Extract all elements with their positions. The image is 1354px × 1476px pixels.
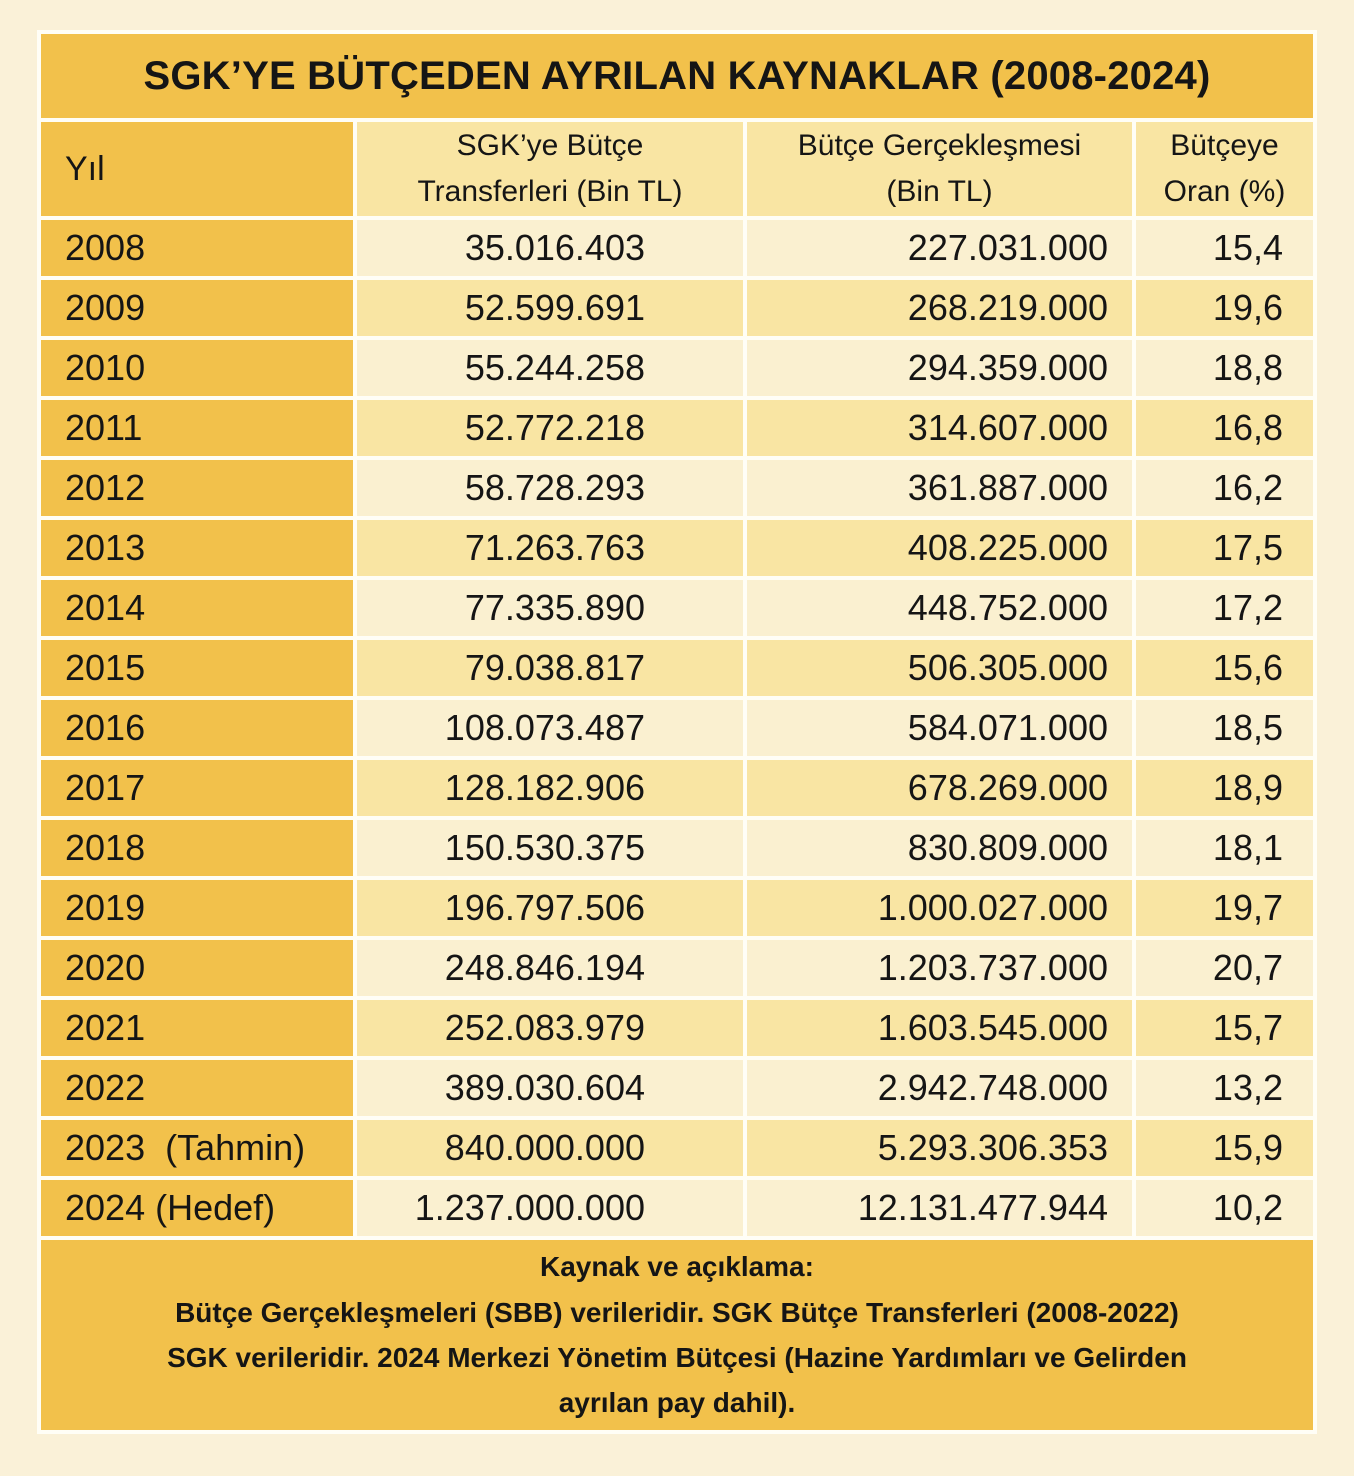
transfer-cell: 79.038.817 [357,640,743,696]
table-row: 2015 79.038.817 506.305.000 15,6 [41,640,1313,696]
footer-note: Kaynak ve açıklama: Bütçe Gerçekleşmeler… [41,1240,1313,1430]
realization-cell: 448.752.000 [747,580,1132,636]
table-row: 2022 389.030.604 2.942.748.000 13,2 [41,1060,1313,1116]
realization-cell: 2.942.748.000 [747,1060,1132,1116]
ratio-cell: 15,4 [1136,220,1313,276]
page-title: SGK’YE BÜTÇEDEN AYRILAN KAYNAKLAR (2008-… [41,34,1313,118]
realization-cell: 268.219.000 [747,280,1132,336]
transfer-cell: 1.237.000.000 [357,1180,743,1236]
table-row: 2011 52.772.218 314.607.000 16,8 [41,400,1313,456]
table-row: 2018 150.530.375 830.809.000 18,1 [41,820,1313,876]
transfer-cell: 77.335.890 [357,580,743,636]
year-cell: 2008 [41,220,353,276]
realization-cell: 5.293.306.353 [747,1120,1132,1176]
year-cell: 2021 [41,1000,353,1056]
transfer-cell: 150.530.375 [357,820,743,876]
ratio-cell: 15,6 [1136,640,1313,696]
year-cell: 2019 [41,880,353,936]
ratio-cell: 16,8 [1136,400,1313,456]
ratio-cell: 19,7 [1136,880,1313,936]
header-ratio: Bütçeye Oran (%) [1136,122,1313,216]
transfer-cell: 52.599.691 [357,280,743,336]
year-cell: 2017 [41,760,353,816]
year-cell: 2009 [41,280,353,336]
realization-cell: 314.607.000 [747,400,1132,456]
transfer-cell: 252.083.979 [357,1000,743,1056]
ratio-cell: 20,7 [1136,940,1313,996]
ratio-cell: 10,2 [1136,1180,1313,1236]
table-row: 2020 248.846.194 1.203.737.000 20,7 [41,940,1313,996]
ratio-cell: 18,5 [1136,700,1313,756]
header-realization: Bütçe Gerçekleşmesi (Bin TL) [747,122,1132,216]
header-year: Yıl [41,122,353,216]
table-row: 2016 108.073.487 584.071.000 18,5 [41,700,1313,756]
year-cell: 2010 [41,340,353,396]
transfer-cell: 52.772.218 [357,400,743,456]
ratio-cell: 17,2 [1136,580,1313,636]
realization-cell: 1.203.737.000 [747,940,1132,996]
realization-cell: 408.225.000 [747,520,1132,576]
ratio-cell: 16,2 [1136,460,1313,516]
realization-cell: 830.809.000 [747,820,1132,876]
transfer-cell: 55.244.258 [357,340,743,396]
realization-cell: 506.305.000 [747,640,1132,696]
year-cell: 2016 [41,700,353,756]
transfer-cell: 35.016.403 [357,220,743,276]
table-row: 2013 71.263.763 408.225.000 17,5 [41,520,1313,576]
table-row: 2024 (Hedef) 1.237.000.000 12.131.477.94… [41,1180,1313,1236]
year-cell: 2020 [41,940,353,996]
year-cell: 2018 [41,820,353,876]
table-body: 2008 35.016.403 227.031.000 15,4 2009 52… [41,220,1313,1236]
header-transfers: SGK’ye Bütçe Transferleri (Bin TL) [357,122,743,216]
realization-cell: 584.071.000 [747,700,1132,756]
table-header-row: Yıl SGK’ye Bütçe Transferleri (Bin TL) B… [41,122,1313,216]
table-row: 2019 196.797.506 1.000.027.000 19,7 [41,880,1313,936]
ratio-cell: 17,5 [1136,520,1313,576]
budget-table: SGK’YE BÜTÇEDEN AYRILAN KAYNAKLAR (2008-… [37,30,1317,1434]
table-row: 2012 58.728.293 361.887.000 16,2 [41,460,1313,516]
table-row: 2023 (Tahmin) 840.000.000 5.293.306.353 … [41,1120,1313,1176]
ratio-cell: 18,9 [1136,760,1313,816]
transfer-cell: 248.846.194 [357,940,743,996]
transfer-cell: 128.182.906 [357,760,743,816]
realization-cell: 1.603.545.000 [747,1000,1132,1056]
table-row: 2008 35.016.403 227.031.000 15,4 [41,220,1313,276]
realization-cell: 294.359.000 [747,340,1132,396]
year-cell: 2023 (Tahmin) [41,1120,353,1176]
year-cell: 2013 [41,520,353,576]
ratio-cell: 18,1 [1136,820,1313,876]
year-cell: 2022 [41,1060,353,1116]
table-row: 2017 128.182.906 678.269.000 18,9 [41,760,1313,816]
realization-cell: 12.131.477.944 [747,1180,1132,1236]
transfer-cell: 840.000.000 [357,1120,743,1176]
transfer-cell: 71.263.763 [357,520,743,576]
table-row: 2009 52.599.691 268.219.000 19,6 [41,280,1313,336]
table-row: 2021 252.083.979 1.603.545.000 15,7 [41,1000,1313,1056]
ratio-cell: 15,9 [1136,1120,1313,1176]
year-cell: 2024 (Hedef) [41,1180,353,1236]
ratio-cell: 15,7 [1136,1000,1313,1056]
year-cell: 2014 [41,580,353,636]
transfer-cell: 58.728.293 [357,460,743,516]
table-row: 2010 55.244.258 294.359.000 18,8 [41,340,1313,396]
table-row: 2014 77.335.890 448.752.000 17,2 [41,580,1313,636]
year-cell: 2012 [41,460,353,516]
realization-cell: 678.269.000 [747,760,1132,816]
transfer-cell: 196.797.506 [357,880,743,936]
ratio-cell: 18,8 [1136,340,1313,396]
transfer-cell: 108.073.487 [357,700,743,756]
transfer-cell: 389.030.604 [357,1060,743,1116]
year-cell: 2011 [41,400,353,456]
ratio-cell: 13,2 [1136,1060,1313,1116]
realization-cell: 361.887.000 [747,460,1132,516]
realization-cell: 1.000.027.000 [747,880,1132,936]
ratio-cell: 19,6 [1136,280,1313,336]
realization-cell: 227.031.000 [747,220,1132,276]
year-cell: 2015 [41,640,353,696]
